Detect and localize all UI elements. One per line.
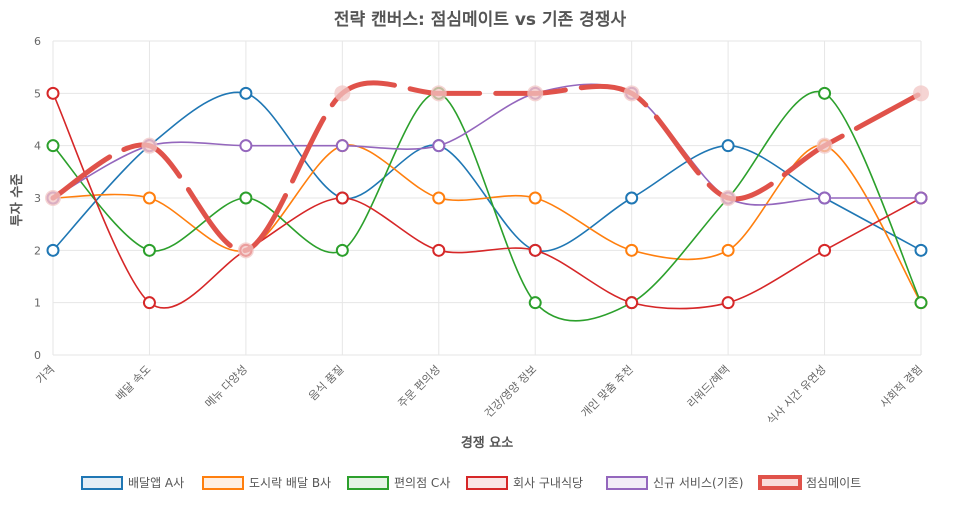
data-point	[142, 296, 156, 310]
data-point	[46, 86, 60, 100]
legend-swatch	[81, 476, 123, 490]
data-point	[625, 296, 639, 310]
series-line	[52, 92, 922, 310]
series-line	[52, 83, 921, 206]
chart-title: 전략 캔버스: 점심메이트 vs 기존 경쟁사	[334, 10, 627, 30]
y-tick-label: 1	[34, 297, 41, 310]
data-point	[528, 191, 542, 205]
data-point	[239, 191, 253, 205]
legend-swatch	[606, 476, 648, 490]
legend-label: 신규 서비스(기존)	[653, 476, 743, 490]
data-point	[914, 296, 928, 310]
legend: 배달앱 A사 도시락 배달 B사 편의점 C사 회사 구내식당 신규 서비스(기존) 점심…	[81, 475, 861, 490]
data-point-emphasis	[334, 85, 351, 102]
series-line	[52, 91, 922, 253]
data-point-emphasis	[430, 85, 447, 102]
y-axis-label: 투자 수준	[10, 174, 25, 226]
series-layer	[45, 80, 929, 322]
x-tick-label: 배달 속도	[113, 363, 153, 403]
x-tick-label: 주문 편의성	[395, 363, 442, 410]
series-line	[52, 144, 922, 304]
data-point	[818, 243, 832, 257]
x-tick-label: 건강/영양 정보	[482, 363, 539, 420]
data-point-emphasis	[527, 85, 544, 102]
x-tick-label: 메뉴 다양성	[203, 363, 250, 410]
data-point	[721, 296, 735, 310]
data-point-emphasis	[816, 137, 833, 154]
data-point	[528, 243, 542, 257]
legend-label: 회사 구내식당	[513, 476, 583, 490]
data-point	[142, 191, 156, 205]
data-point	[432, 191, 446, 205]
x-tick-label: 리워드/혜택	[685, 363, 733, 411]
y-tick-label: 6	[34, 35, 41, 48]
data-point	[818, 86, 832, 100]
data-point-emphasis	[623, 85, 640, 102]
y-tick-label: 2	[34, 244, 41, 257]
data-point-emphasis	[237, 242, 254, 259]
series-line	[52, 90, 922, 322]
legend-swatch	[466, 476, 508, 490]
data-point-emphasis	[141, 137, 158, 154]
data-point	[239, 139, 253, 153]
data-point-emphasis	[45, 190, 61, 206]
legend-label: 도시락 배달 B사	[249, 476, 331, 490]
data-point-emphasis	[720, 190, 737, 206]
y-tick-label: 3	[34, 192, 41, 205]
legend-swatch	[202, 476, 244, 490]
x-tick-label: 가격	[34, 363, 58, 387]
data-point	[721, 139, 735, 153]
y-tick-label: 0	[34, 349, 41, 362]
y-tick-label: 4	[34, 140, 41, 153]
data-point	[335, 139, 349, 153]
data-point	[432, 243, 446, 257]
data-point	[46, 139, 60, 153]
data-point	[818, 191, 832, 205]
data-point	[335, 243, 349, 257]
legend-label: 편의점 C사	[394, 476, 450, 490]
data-point	[721, 243, 735, 257]
x-tick-label: 식사 시간 유연성	[764, 363, 828, 427]
data-point	[335, 191, 349, 205]
data-point	[625, 191, 639, 205]
data-point	[625, 243, 639, 257]
data-point	[46, 243, 60, 257]
legend-label: 점심메이트	[806, 476, 861, 490]
series-5	[45, 80, 929, 259]
legend-swatch	[758, 475, 802, 490]
data-point	[432, 139, 446, 153]
x-tick-label: 개인 맞춤 추천	[578, 362, 636, 420]
legend-label: 배달앱 A사	[128, 476, 184, 490]
data-point	[142, 243, 156, 257]
y-tick-label: 5	[34, 87, 41, 100]
x-tick-label: 음식 품질	[306, 363, 346, 403]
series-line-emphasis	[50, 80, 924, 253]
data-point	[914, 243, 928, 257]
legend-swatch	[347, 476, 389, 490]
data-point	[239, 86, 253, 100]
data-point-emphasis	[913, 85, 929, 102]
data-point	[914, 191, 928, 205]
x-axis-label: 경쟁 요소	[461, 435, 513, 451]
data-point	[528, 296, 542, 310]
x-tick-label: 사회적 경험	[878, 363, 925, 410]
series-2	[46, 86, 928, 322]
